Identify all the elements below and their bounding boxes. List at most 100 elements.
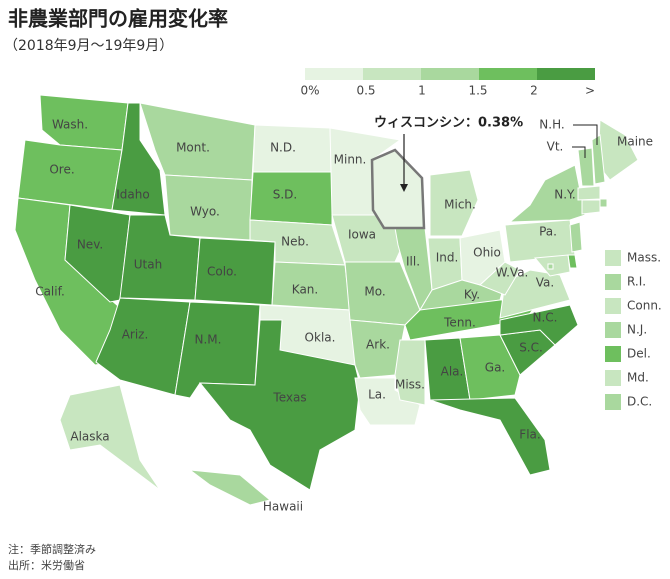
state-label: Miss.: [395, 378, 425, 392]
state-label: Ark.: [366, 338, 390, 352]
state: [569, 221, 583, 253]
state-label: Wash.: [52, 118, 88, 132]
state: [499, 269, 571, 319]
state-label: Alaska: [70, 430, 109, 444]
state-label: La.: [368, 388, 386, 402]
state-label: Ky.: [464, 288, 480, 302]
state-label: Mich.: [444, 198, 476, 212]
swatch: [605, 322, 621, 338]
state-label: S.C.: [519, 341, 543, 355]
state: [577, 147, 595, 187]
state-label: Ala.: [441, 365, 464, 379]
state-label: Ind.: [436, 251, 459, 265]
states: [14, 94, 639, 506]
state-label: Tenn.: [443, 316, 476, 330]
state-label: Conn.: [627, 299, 662, 313]
swatch: [605, 394, 621, 410]
state-label: Ore.: [49, 163, 74, 177]
state-label: R.I.: [627, 275, 646, 289]
legend-swatch: [479, 68, 537, 80]
state-label: Pa.: [539, 225, 557, 239]
state-label: Okla.: [305, 331, 336, 345]
swatch: [605, 298, 621, 314]
state: [349, 319, 406, 379]
swatch: [605, 274, 621, 290]
swatch: [605, 370, 621, 386]
subtitle: （2018年9月〜19年9月）: [4, 38, 173, 54]
state-label: Del.: [627, 347, 651, 361]
legend-label: 0%: [300, 84, 319, 98]
state: [499, 304, 579, 346]
legend-label: 2: [530, 84, 538, 98]
state: [508, 164, 586, 223]
state: [581, 199, 601, 215]
labels: Wash. Ore. Calif. Idaho Nev. Mont. Wyo. Utah Col…: [35, 118, 662, 514]
state: [188, 469, 272, 506]
state-label: Texas: [272, 391, 306, 405]
arrow-head: [400, 184, 408, 192]
state-label: Maine: [617, 135, 653, 149]
swatch: [605, 250, 621, 266]
state: [371, 149, 425, 229]
leader-lines: [572, 124, 598, 158]
legend-label: 0.5: [356, 84, 375, 98]
state-label: W.Va.: [496, 266, 529, 280]
legend-swatch: [421, 68, 479, 80]
state: [577, 185, 601, 201]
note: 注：季節調整済み: [8, 542, 96, 556]
state-label: Fla.: [519, 428, 540, 442]
state: [429, 169, 479, 237]
state-label: Utah: [134, 258, 162, 272]
title: 非農業部門の雇用変化率: [8, 7, 228, 31]
legend-swatch: [537, 68, 595, 80]
state-label: Idaho: [116, 188, 149, 202]
state-label: Vt.: [547, 140, 564, 154]
state: [198, 319, 361, 491]
state-label: Mont.: [176, 141, 210, 155]
legend-swatch: [305, 68, 363, 80]
state: [599, 198, 608, 208]
state-label: N.D.: [270, 141, 296, 155]
callout: ウィスコンシン：0.38%: [374, 116, 523, 131]
state-label: Colo.: [207, 265, 237, 279]
state-label: N.M.: [195, 333, 222, 347]
state-label: Wyo.: [190, 205, 220, 219]
swatch: [605, 346, 621, 362]
state: [111, 102, 166, 216]
legend-label: >: [585, 84, 595, 98]
state-label: N.H.: [539, 118, 564, 132]
state-label: Ariz.: [122, 328, 149, 342]
state: [394, 339, 426, 406]
wisconsin-outline: [370, 148, 426, 230]
state-label: D.C.: [627, 395, 652, 409]
state: [479, 261, 521, 296]
state-label: N.Y.: [554, 188, 576, 202]
state-label: Minn.: [334, 153, 367, 167]
state-label: Neb.: [281, 235, 309, 249]
state-label: Mo.: [364, 285, 385, 299]
state: [64, 204, 131, 303]
state-label: N.J.: [627, 323, 647, 337]
state-label: S.D.: [273, 188, 298, 202]
state-label: Nev.: [77, 238, 103, 252]
state: [354, 377, 421, 426]
state-label: Md.: [627, 371, 649, 385]
state-label: Calif.: [35, 285, 65, 299]
state-label: Mass.: [627, 251, 661, 265]
state-label: Ga.: [485, 361, 505, 375]
legend-label: 1.5: [468, 84, 487, 98]
state-label: Kan.: [292, 283, 318, 297]
state-label: N.C.: [533, 311, 558, 325]
state: [429, 397, 551, 476]
state: [547, 263, 554, 270]
note: 出所：米労働省: [8, 558, 85, 572]
legend-swatch: [363, 68, 421, 80]
state: [459, 334, 521, 401]
state-label: Ohio: [473, 246, 501, 260]
legend-label: 1: [418, 84, 426, 98]
state-label: Hawaii: [263, 500, 303, 514]
state-label: Iowa: [348, 228, 376, 242]
state: [59, 384, 161, 491]
state-label: Ill.: [406, 255, 420, 269]
